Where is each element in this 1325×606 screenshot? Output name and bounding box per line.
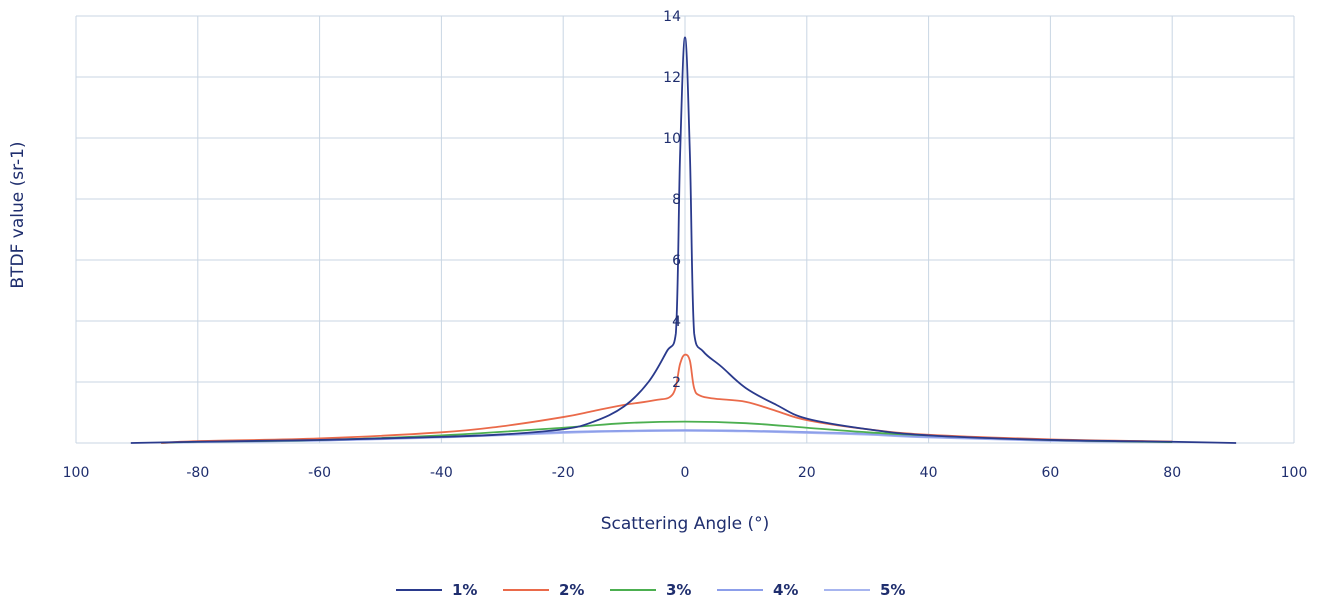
x-tick-label: -40 (430, 465, 453, 481)
y-tick-label: 12 (663, 70, 681, 86)
y-tick-label: 8 (672, 192, 681, 208)
legend-label: 5% (880, 581, 905, 599)
x-axis-title: Scattering Angle (°) (601, 514, 770, 534)
series-line (130, 36, 1237, 444)
x-tick-label: 100 (1281, 465, 1308, 481)
legend: 1% 2% 3% 4% 5% (396, 581, 905, 599)
x-tick-label: 20 (798, 465, 816, 481)
x-tick-label: 40 (920, 465, 938, 481)
x-tick-label: 0 (681, 465, 690, 481)
legend-label: 2% (559, 581, 584, 599)
y-axis-ticks: 2 4 6 8 10 12 14 (663, 9, 681, 391)
legend-label: 3% (666, 581, 691, 599)
y-tick-label: 6 (672, 253, 681, 269)
x-tick-label: -80 (186, 465, 209, 481)
y-tick-label: 10 (663, 131, 681, 147)
x-tick-label: -60 (308, 465, 331, 481)
y-tick-label: 2 (672, 375, 681, 391)
grid (75, 15, 1295, 444)
x-axis-ticks: 100 -80 -60 -40 -20 0 20 40 60 80 100 (63, 465, 1308, 481)
y-tick-label: 4 (672, 314, 681, 330)
y-tick-label: 14 (663, 9, 681, 25)
x-tick-label: 100 (63, 465, 90, 481)
x-tick-label: -20 (552, 465, 575, 481)
x-tick-label: 60 (1041, 465, 1059, 481)
x-tick-label: 80 (1163, 465, 1181, 481)
series-line (161, 429, 1173, 444)
legend-label: 4% (773, 581, 798, 599)
legend-label: 1% (452, 581, 477, 599)
y-axis-title: BTDF value (sr-1) (8, 141, 28, 288)
series-layer (130, 36, 1237, 444)
